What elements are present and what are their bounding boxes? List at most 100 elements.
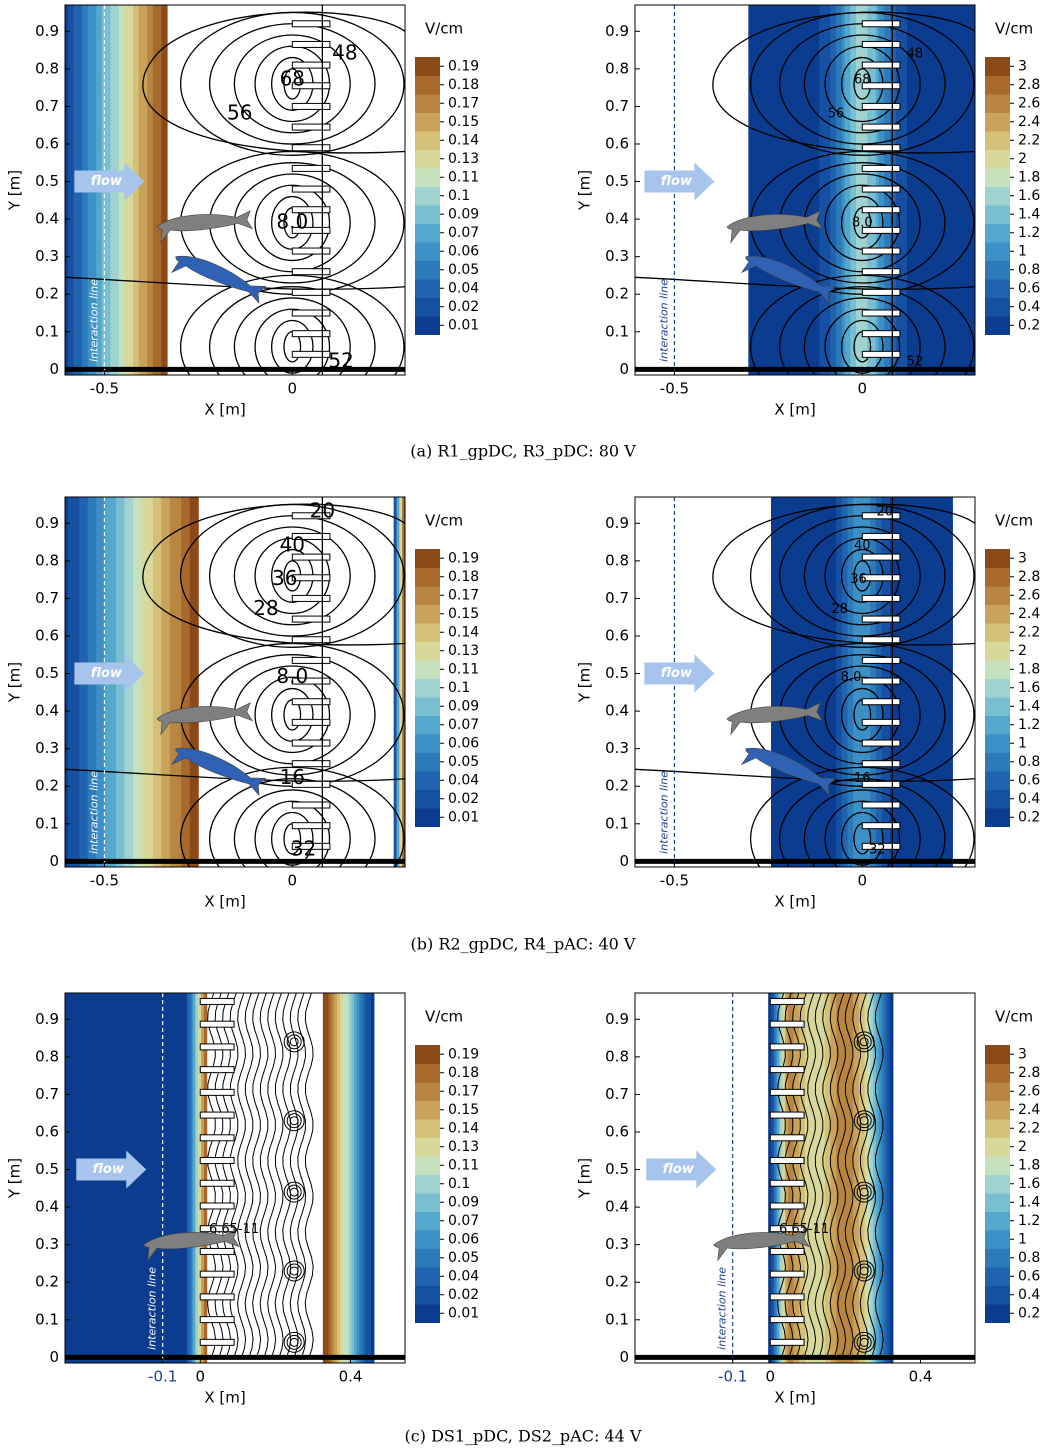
colorbar-cell [985,1248,1010,1268]
colorbar-cell [415,1248,440,1268]
contour-line [283,1181,305,1203]
field-strip [67,5,72,375]
field-strip [847,497,851,867]
field-strip [816,5,820,375]
contour-line [874,993,884,1358]
colorbar-cell [415,94,440,113]
contour-line [237,993,247,1358]
electrode [291,512,331,520]
colorbar-tick-label: 0.19 [448,550,479,566]
colorbar-cell [985,1156,1010,1175]
field-strip [328,993,332,1363]
colorbar-cell [985,57,1010,76]
field-strip [867,993,871,1363]
electrode [291,656,331,664]
field-strip [779,497,783,867]
colorbar-cell [985,1100,1010,1120]
field-strip [926,5,931,375]
colorbar-cell [985,808,1010,827]
colorbar-cell [985,1174,1010,1194]
colorbar-cell [415,678,440,698]
field-strip [325,993,330,1363]
electrode [769,997,805,1005]
electrode [199,1316,235,1324]
colorbar-tick-label: 2.4 [1018,1102,1040,1118]
x-tick-label: -0.5 [90,380,119,398]
contour-line [233,297,351,375]
field-strip [144,993,148,1363]
contour-line [286,1263,302,1279]
contour-line [778,286,946,375]
colorbar-cell [985,549,1010,568]
contour-line [282,993,292,1358]
contour-label: 28 [253,596,278,620]
electrode [199,1202,235,1210]
field-strip [805,497,809,867]
contour-line [824,308,901,375]
colorbar-cell [415,1267,440,1286]
contour-line [233,789,351,867]
electrode [769,1225,805,1233]
electrode [861,532,901,540]
interaction-line-label: interaction line [657,279,670,362]
x-tick-label: -0.1 [718,1368,747,1386]
colorbar-tick-label: 2.2 [1018,1120,1040,1136]
panel: interaction line flow 6.65-11 0 0.1 0.2 0.3 0.4… [576,992,1040,1407]
colorbar-cell [415,567,440,587]
fish [740,255,837,305]
fish [726,702,824,736]
electrode [769,1202,805,1210]
colorbar-tick-label: 3 [1018,58,1027,74]
colorbar-tick-label: 1.2 [1018,1213,1040,1229]
field-strip [368,993,372,1363]
flow-label: flow [93,1162,125,1177]
fish [726,210,824,244]
contour-line [208,286,376,375]
electrode [861,739,901,747]
interaction-line-label: interaction line [87,279,100,362]
colorbar-tick-label: 0.4 [1018,299,1040,315]
y-axis-label: Y [m] [576,662,594,703]
field-strip [773,993,778,1363]
electrode [199,1338,235,1346]
contour-line [852,993,862,1358]
interaction-line-label: interaction line [87,771,100,854]
y-axis-label: Y [m] [6,662,24,703]
flow-arrow [76,1150,147,1189]
field-strip [779,5,783,375]
field-strip [147,497,151,867]
y-tick-label: 0 [619,852,629,870]
fish [156,210,254,244]
colorbar-tick-label: 0.1 [448,188,470,204]
plot-frame [64,496,406,868]
y-tick-label: 0.3 [35,247,59,265]
y-tick-label: 0.3 [605,247,629,265]
y-tick-label: 0.3 [35,1235,59,1253]
field-strip [827,993,832,1363]
interaction-line-label: interaction line [657,771,670,854]
contour-line [270,687,314,742]
field-strip [952,5,956,375]
colorbar-cell [415,789,440,809]
colorbar-cell [985,1045,1010,1064]
y-tick-label: 0.8 [35,1047,59,1065]
colorbar-tick-label: 0.2 [1018,809,1040,825]
field-strip [793,5,798,375]
colorbar-tick-label: 0.18 [448,1065,479,1081]
contour-line [274,993,284,1358]
contour-line [286,1334,302,1350]
field-strip [169,993,174,1363]
colorbar-tick-label: 0.13 [448,1139,479,1155]
contour-line [233,34,351,134]
electrode [291,288,331,296]
electrode [199,1134,235,1142]
field-strip [824,5,829,375]
y-tick-label: 0.1 [35,814,59,832]
colorbar-tick-label: 0.6 [1018,280,1040,296]
flow-label: flow [661,666,693,681]
colorbar-cell [415,1285,440,1305]
electrode [291,780,331,788]
colorbar-cell [985,660,1010,679]
